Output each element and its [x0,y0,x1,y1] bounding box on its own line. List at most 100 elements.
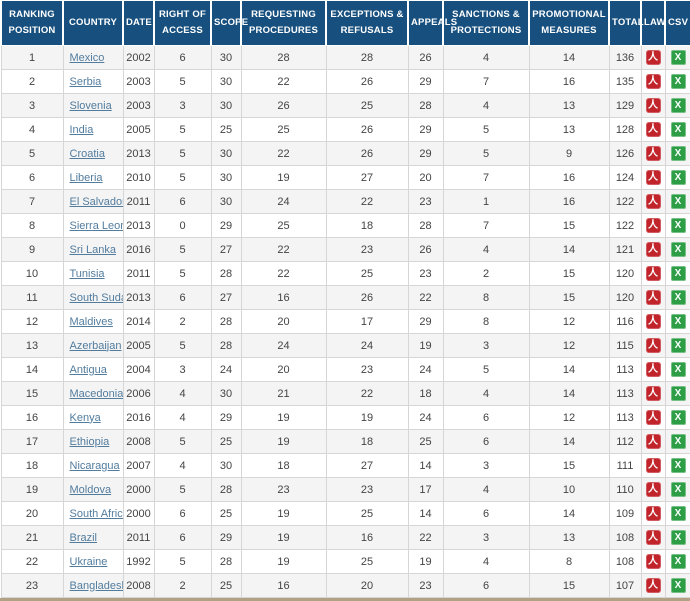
pdf-icon[interactable]: 人 [645,74,661,89]
appeals-cell: 29 [407,117,444,142]
date-cell: 2007 [122,453,155,478]
appeals-cell: 29 [407,141,444,166]
excel-icon[interactable]: X [670,74,686,89]
pdf-icon[interactable]: 人 [645,290,661,305]
column-header-date[interactable]: Date [122,0,155,46]
excel-icon[interactable]: X [670,218,686,233]
excel-icon[interactable]: X [670,290,686,305]
pdf-icon[interactable]: 人 [645,386,661,401]
excel-icon[interactable]: X [670,146,686,161]
pdf-icon[interactable]: 人 [645,266,661,281]
country-link[interactable]: Liberia [69,171,103,184]
excel-icon[interactable]: X [670,530,686,545]
country-link[interactable]: Ethiopia [69,435,110,448]
page-bottom-strip [0,598,690,601]
law-cell: 人 [640,477,666,502]
country-link[interactable]: South Africa [69,507,123,520]
country-link[interactable]: Brazil [69,531,98,544]
excel-icon[interactable]: X [670,122,686,137]
excel-icon[interactable]: X [670,578,686,593]
excel-icon[interactable]: X [670,506,686,521]
column-header-country[interactable]: Country [62,0,124,46]
country-link[interactable]: Tunisia [69,267,105,280]
excel-icon[interactable]: X [670,410,686,425]
pdf-icon[interactable]: 人 [645,50,661,65]
pdf-icon[interactable]: 人 [645,530,661,545]
country-link[interactable]: Bangladesh [69,579,123,592]
excel-icon[interactable]: X [670,482,686,497]
pdf-icon[interactable]: 人 [645,362,661,377]
country-link[interactable]: South Sudan [69,291,123,304]
pdf-icon[interactable]: 人 [645,194,661,209]
pdf-icon[interactable]: 人 [645,122,661,137]
column-header-sanc[interactable]: Sanctions & Protections [442,0,530,46]
country-link[interactable]: Azerbaijan [69,339,122,352]
pdf-icon[interactable]: 人 [645,410,661,425]
pdf-icon[interactable]: 人 [645,434,661,449]
country-link[interactable]: Maldives [69,315,113,328]
pdf-icon[interactable]: 人 [645,242,661,257]
country-cell: El Salvador [62,189,124,214]
right-of-access-cell: 5 [153,165,212,190]
pdf-icon[interactable]: 人 [645,218,661,233]
country-link[interactable]: Sierra Leone [69,219,123,232]
exceptions-refusals-cell: 19 [325,405,409,430]
excel-icon[interactable]: X [670,170,686,185]
country-link[interactable]: Antigua [69,363,107,376]
pdf-icon[interactable]: 人 [645,170,661,185]
country-link[interactable]: Mexico [69,51,105,64]
csv-cell: X [664,285,690,310]
pdf-icon[interactable]: 人 [645,506,661,521]
column-header-law[interactable]: Law [640,0,666,46]
country-link[interactable]: Macedonia [69,387,123,400]
column-header-total[interactable]: Total [608,0,644,46]
column-header-roa[interactable]: Right of Access [153,0,212,46]
pdf-icon[interactable]: 人 [645,458,661,473]
country-link[interactable]: Nicaragua [69,459,120,472]
pdf-icon[interactable]: 人 [645,314,661,329]
pdf-icon[interactable]: 人 [645,482,661,497]
scope-cell: 25 [210,501,242,526]
country-cell: Brazil [62,525,124,550]
country-link[interactable]: Ukraine [69,555,108,568]
excel-icon[interactable]: X [670,386,686,401]
pdf-icon[interactable]: 人 [645,554,661,569]
excel-icon[interactable]: X [670,314,686,329]
right-of-access-cell: 5 [153,333,212,358]
column-header-app[interactable]: Appeals [407,0,457,46]
pdf-icon[interactable]: 人 [645,98,661,113]
excel-icon[interactable]: X [670,266,686,281]
rank-cell: 20 [0,501,64,526]
sanctions-protections-cell: 3 [442,525,530,550]
excel-icon[interactable]: X [670,242,686,257]
pdf-icon[interactable]: 人 [645,578,661,593]
country-link[interactable]: Slovenia [69,99,112,112]
country-link[interactable]: Kenya [69,411,101,424]
country-link[interactable]: Croatia [69,147,105,160]
excel-icon[interactable]: X [670,338,686,353]
total-cell: 109 [608,501,642,526]
pdf-icon[interactable]: 人 [645,146,661,161]
country-link[interactable]: El Salvador [69,195,123,208]
pdf-icon[interactable]: 人 [645,338,661,353]
excel-icon[interactable]: X [670,362,686,377]
excel-icon[interactable]: X [670,554,686,569]
excel-icon[interactable]: X [670,458,686,473]
excel-icon[interactable]: X [670,434,686,449]
excel-icon[interactable]: X [670,194,686,209]
column-header-rank[interactable]: Ranking Position [0,0,64,46]
column-header-csv[interactable]: CSV [664,0,690,46]
column-header-req[interactable]: Requesting Procedures [240,0,327,46]
country-link[interactable]: Moldova [69,483,112,496]
column-header-exc[interactable]: Exceptions & Refusals [325,0,409,46]
exceptions-refusals-cell: 26 [325,117,409,142]
excel-icon[interactable]: X [670,98,686,113]
excel-icon[interactable]: X [670,50,686,65]
country-link[interactable]: India [69,123,94,136]
right-of-access-cell: 0 [153,213,212,238]
country-link[interactable]: Sri Lanka [69,243,116,256]
column-header-scope[interactable]: Scope [210,0,248,46]
appeals-cell: 24 [407,357,444,382]
country-link[interactable]: Serbia [69,75,102,88]
column-header-prom[interactable]: Promotional Measures [528,0,610,46]
